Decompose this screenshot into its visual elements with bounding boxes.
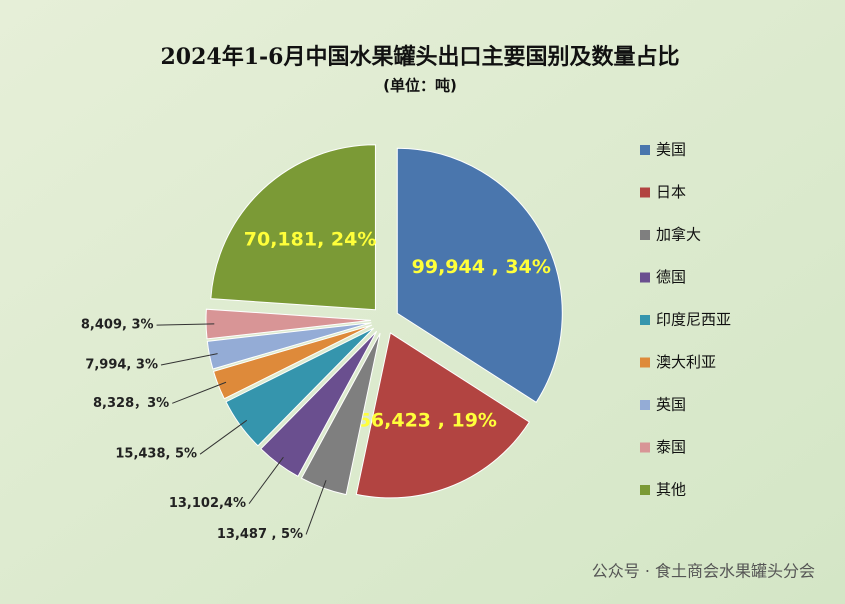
legend-label: 加拿大: [656, 226, 701, 244]
legend-swatch: [640, 145, 650, 155]
watermark: 公众号 · 食土商会水果罐头分会: [592, 562, 815, 581]
leader-line: [248, 456, 284, 504]
legend-swatch: [640, 485, 650, 495]
legend-swatch: [640, 230, 650, 240]
legend-swatch: [640, 442, 650, 453]
pie-slice: [396, 147, 563, 404]
legend-label: 日本: [656, 183, 686, 201]
legend-swatch: [640, 357, 650, 368]
leader-line: [305, 480, 327, 535]
data-label: 15,438, 5%: [115, 447, 197, 462]
data-label: 13,487 , 5%: [217, 527, 303, 542]
legend-label: 美国: [656, 141, 686, 159]
data-label: 99,944 , 34%: [412, 256, 551, 278]
legend-swatch: [640, 315, 650, 325]
data-label: 8,328，3%: [93, 396, 169, 411]
legend-label: 泰国: [656, 438, 686, 456]
data-label: 70,181, 24%: [244, 228, 377, 250]
data-label: 8,409, 3%: [81, 318, 154, 333]
leader-line: [160, 353, 218, 366]
data-label: 56,423 , 19%: [358, 410, 497, 432]
data-label: 13,102,4%: [169, 496, 246, 511]
chart-subtitle: (单位：吨): [383, 77, 457, 95]
legend-swatch: [640, 187, 650, 198]
legend-label: 英国: [656, 396, 686, 414]
legend-label: 德国: [656, 268, 686, 286]
data-label: 7,994, 3%: [85, 358, 158, 373]
leader-line: [172, 381, 227, 404]
legend-label: 其他: [656, 481, 686, 499]
chart-title: 2024年1-6月中国水果罐头出口主要国别及数量占比: [161, 44, 680, 70]
legend-label: 澳大利亚: [656, 353, 716, 371]
leader-line: [199, 419, 248, 455]
pie-slice: [210, 144, 376, 311]
legend-swatch: [640, 400, 650, 410]
legend-swatch: [640, 272, 650, 283]
leader-line: [156, 323, 215, 326]
legend-label: 印度尼西亚: [656, 311, 731, 329]
pie-slice: [355, 332, 530, 499]
